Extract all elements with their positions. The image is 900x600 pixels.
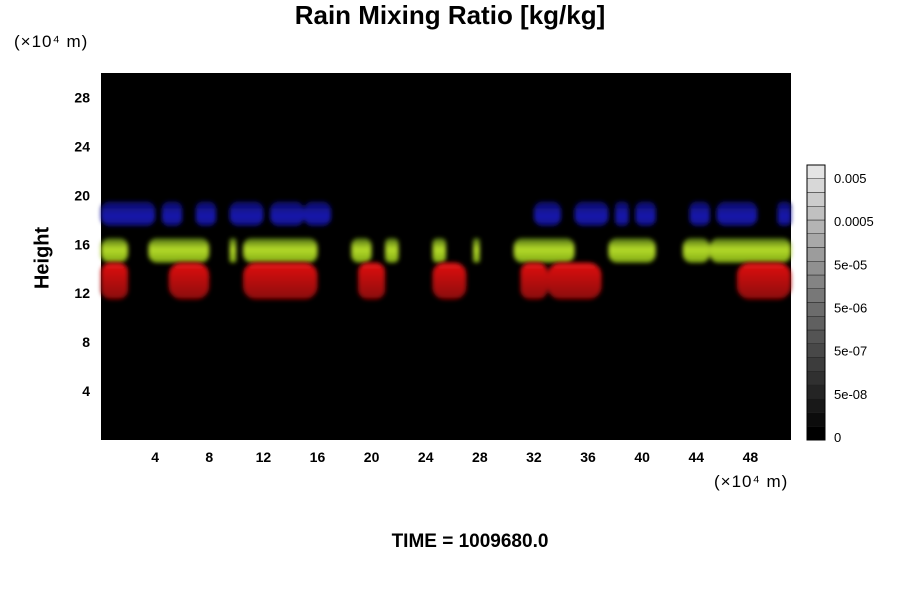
region-upper-cell <box>716 201 758 226</box>
y-axis-unit: (×10⁴ m) <box>14 32 89 51</box>
y-tick-label: 4 <box>82 383 90 399</box>
x-tick-labels: 4 8 12 16 20 24 28 32 36 40 44 48 <box>151 449 758 465</box>
region-middle-cell <box>608 238 656 263</box>
region-lower-cell <box>358 262 386 300</box>
region-lower <box>101 262 791 300</box>
x-tick-label: 44 <box>689 449 705 465</box>
colorbar-cell <box>806 261 826 276</box>
colorbar-cell <box>806 219 826 234</box>
x-tick-label: 20 <box>364 449 380 465</box>
time-label: TIME = 1009680.0 <box>391 531 549 552</box>
colorbar-cell <box>806 192 826 207</box>
region-upper-cell <box>195 201 216 226</box>
colorbar-label: 5e-06 <box>834 301 867 316</box>
region-middle-cell <box>513 238 575 263</box>
chart-title: Rain Mixing Ratio [kg/kg] <box>294 0 606 30</box>
region-upper-cell <box>574 201 609 226</box>
x-tick-label: 8 <box>205 449 213 465</box>
colorbar-cell <box>806 412 826 427</box>
x-tick-label: 28 <box>472 449 488 465</box>
x-tick-label: 32 <box>526 449 542 465</box>
colorbar-label: 5e-05 <box>834 257 867 272</box>
y-tick-label: 8 <box>82 334 90 350</box>
region-middle-cell <box>229 238 237 263</box>
region-upper-cell <box>615 201 629 226</box>
colorbar-cell <box>806 384 826 399</box>
region-upper-cell <box>229 201 264 226</box>
x-tick-label: 12 <box>256 449 272 465</box>
region-upper-cell <box>635 201 656 226</box>
region-middle-cell <box>351 238 372 263</box>
x-tick-label: 40 <box>634 449 650 465</box>
y-tick-label: 12 <box>74 285 90 301</box>
region-upper-cell <box>161 201 183 226</box>
region-middle-cell <box>101 238 129 263</box>
region-upper-cell <box>303 201 331 226</box>
colorbar-cell <box>806 274 826 289</box>
y-tick-label: 28 <box>74 89 90 105</box>
region-middle-cell <box>385 238 399 263</box>
region-upper-cell <box>101 201 156 226</box>
colorbar-cell <box>806 247 826 262</box>
region-middle-cell <box>148 238 210 263</box>
colorbar-label: 0.005 <box>834 171 867 186</box>
colorbar-cell <box>806 288 826 303</box>
colorbar-cell <box>806 302 826 317</box>
y-tick-labels: 4 8 12 16 20 24 28 <box>74 89 90 399</box>
region-lower-cell <box>101 262 129 300</box>
region-middle-cell <box>682 238 710 263</box>
region-lower-cell <box>243 262 318 300</box>
y-tick-label: 16 <box>74 236 90 252</box>
colorbar-cell <box>806 357 826 372</box>
colorbar-label: 5e-08 <box>834 387 867 402</box>
colorbar-cell <box>806 329 826 344</box>
x-axis-unit: (×10⁴ m) <box>714 472 789 491</box>
x-tick-label: 36 <box>580 449 596 465</box>
x-tick-label: 4 <box>151 449 159 465</box>
region-middle-cell <box>473 238 480 263</box>
colorbar-cell <box>806 343 826 358</box>
colorbar-cell <box>806 164 826 179</box>
rain-regions <box>101 201 791 300</box>
region-middle-cell <box>243 238 318 263</box>
region-middle <box>101 238 791 263</box>
colorbar-cell <box>806 398 826 413</box>
colorbar-label: 0 <box>834 430 841 445</box>
region-upper-cell <box>533 201 561 226</box>
y-tick-label: 20 <box>74 187 90 203</box>
colorbar-cell <box>806 371 826 386</box>
colorbar-cell <box>806 206 826 221</box>
x-tick-label: 16 <box>310 449 326 465</box>
region-lower-cell <box>168 262 210 300</box>
y-tick-label: 24 <box>74 138 90 154</box>
colorbar-cell <box>806 178 826 193</box>
region-middle-cell <box>709 238 791 263</box>
colorbar-label: 5e-07 <box>834 344 867 359</box>
colorbar-cell <box>806 233 826 248</box>
x-tick-label: 24 <box>418 449 434 465</box>
colorbar-frame <box>806 164 826 441</box>
colorbar-cell <box>806 426 826 441</box>
x-tick-label: 48 <box>743 449 759 465</box>
region-upper <box>101 201 791 226</box>
colorbar-label: 0.0005 <box>834 214 874 229</box>
region-upper-cell <box>777 201 791 226</box>
region-middle-cell <box>432 238 446 263</box>
region-lower-cell <box>547 262 602 300</box>
colorbar-cell <box>806 316 826 331</box>
region-upper-cell <box>689 201 710 226</box>
region-upper-cell <box>270 201 304 226</box>
region-lower-cell <box>520 262 548 300</box>
region-lower-cell <box>736 262 791 300</box>
region-lower-cell <box>432 262 467 300</box>
colorbar: 0.005 0.0005 5e-05 5e-06 5e-07 5e-08 0 <box>806 164 874 445</box>
